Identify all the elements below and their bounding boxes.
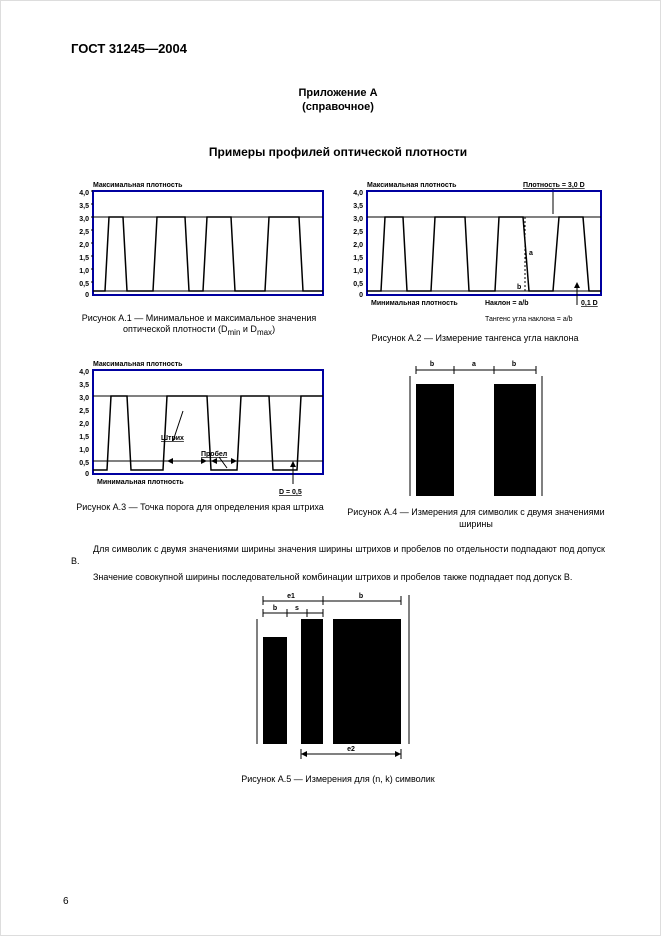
chart-a4-svg: b a b (376, 356, 576, 501)
svg-text:3,0: 3,0 (353, 216, 363, 223)
svg-text:a: a (472, 361, 476, 368)
a1-profile (93, 217, 323, 291)
svg-text:1,5: 1,5 (353, 255, 363, 262)
paragraph-1: Для символик с двумя значениями ширины з… (71, 543, 605, 567)
svg-text:b: b (273, 605, 277, 612)
svg-text:3,5: 3,5 (79, 382, 89, 389)
svg-text:b: b (512, 361, 516, 368)
a2-tangent-note: Тангенс угла наклона = a/b (485, 316, 573, 323)
svg-text:3,5: 3,5 (79, 203, 89, 210)
a3-caption: Рисунок А.3 — Точка порога для определен… (71, 502, 329, 514)
a3-profile (93, 396, 323, 470)
svg-text:3,0: 3,0 (79, 395, 89, 402)
svg-text:b: b (359, 593, 363, 600)
svg-text:1,5: 1,5 (79, 434, 89, 441)
page: ГОСТ 31245—2004 Приложение А (справочное… (0, 0, 661, 936)
a2-caption: Рисунок А.2 — Измерение тангенса угла на… (345, 333, 605, 345)
a3-probel: Пробел (201, 450, 227, 458)
svg-text:2,5: 2,5 (79, 229, 89, 236)
svg-text:2,0: 2,0 (353, 242, 363, 249)
figure-a5: e1 b b s e2 (71, 589, 605, 764)
row-2: Максимальная плотность 4,0 3,5 3,0 2,5 2… (71, 356, 605, 530)
a2-yticks: 4,0 3,5 3,0 2,5 2,0 1,5 1,0 0,5 0 (353, 190, 363, 299)
svg-text:0: 0 (85, 471, 89, 478)
a2-a-label: a (529, 250, 533, 257)
a2-profile (367, 217, 601, 291)
a2-frame (367, 191, 601, 295)
chart-a2-svg: Максимальная плотность Плотность = 3,0 D… (345, 177, 605, 327)
figure-a2: Максимальная плотность Плотность = 3,0 D… (345, 177, 605, 345)
a4-bar2 (494, 384, 536, 496)
a4-bar1 (416, 384, 454, 496)
svg-text:0,5: 0,5 (79, 281, 89, 288)
svg-text:s: s (295, 605, 299, 612)
appendix-heading: Приложение А (справочное) (71, 86, 605, 115)
a2-01d-label: 0,1 D (581, 300, 598, 307)
svg-text:3,5: 3,5 (353, 203, 363, 210)
gost-header: ГОСТ 31245—2004 (71, 41, 605, 56)
appendix-line1: Приложение А (298, 87, 377, 99)
a2-min-label: Минимальная плотность (371, 300, 458, 307)
section-title: Примеры профилей оптической плотности (71, 145, 605, 159)
svg-text:0: 0 (85, 292, 89, 299)
a5-bar2 (301, 619, 323, 744)
svg-text:0,5: 0,5 (353, 281, 363, 288)
svg-text:1,0: 1,0 (79, 268, 89, 275)
svg-text:0: 0 (359, 292, 363, 299)
chart-a3-svg: Максимальная плотность 4,0 3,5 3,0 2,5 2… (71, 356, 326, 496)
figure-a3: Максимальная плотность 4,0 3,5 3,0 2,5 2… (71, 356, 329, 530)
a3-shtrih: Штрих (161, 435, 184, 442)
svg-text:4,0: 4,0 (353, 190, 363, 197)
row-1: Максимальная плотность 4,0 3,5 3,0 2,5 2… (71, 177, 605, 345)
svg-text:2,5: 2,5 (79, 408, 89, 415)
a1-frame (93, 191, 323, 295)
a4-caption: Рисунок А.4 — Измерения для символик с д… (347, 507, 605, 530)
a2-slope-label: Наклон = a/b (485, 300, 529, 307)
a3-min-label: Минимальная плотность (97, 479, 184, 486)
figure-a4: b a b Рисунок А.4 — Измерения для символ… (347, 356, 605, 530)
svg-text:e2: e2 (347, 746, 355, 753)
svg-text:3,0: 3,0 (79, 216, 89, 223)
paragraph-2: Значение совокупной ширины последователь… (71, 571, 605, 583)
a1-max-label: Максимальная плотность (93, 182, 183, 189)
svg-text:2,0: 2,0 (79, 421, 89, 428)
svg-text:1,5: 1,5 (79, 255, 89, 262)
chart-a1-svg: Максимальная плотность 4,0 3,5 3,0 2,5 2… (71, 177, 326, 307)
appendix-line2: (справочное) (302, 101, 374, 113)
svg-text:4,0: 4,0 (79, 190, 89, 197)
a1-yticks: 4,0 3,5 3,0 2,5 2,0 1,5 1,0 0,5 0 (79, 190, 93, 299)
svg-text:2,0: 2,0 (79, 242, 89, 249)
svg-text:e1: e1 (287, 593, 295, 600)
chart-a5-svg: e1 b b s e2 (233, 589, 443, 764)
a2-max-label: Максимальная плотность (367, 182, 457, 189)
page-number: 6 (63, 896, 69, 907)
svg-text:2,5: 2,5 (353, 229, 363, 236)
a3-d05: D = 0,5 (279, 489, 302, 496)
figure-a1: Максимальная плотность 4,0 3,5 3,0 2,5 2… (71, 177, 327, 345)
svg-text:4,0: 4,0 (79, 369, 89, 376)
svg-text:b: b (430, 361, 434, 368)
svg-text:1,0: 1,0 (79, 447, 89, 454)
a3-yticks: 4,0 3,5 3,0 2,5 2,0 1,5 1,0 0,5 0 (79, 369, 89, 478)
a5-bar3 (333, 619, 401, 744)
a5-caption: Рисунок А.5 — Измерения для (n, k) симво… (71, 774, 605, 786)
a2-b-label: b (517, 284, 521, 291)
svg-text:1,0: 1,0 (353, 268, 363, 275)
svg-text:0,5: 0,5 (79, 460, 89, 467)
a3-max-label: Максимальная плотность (93, 361, 183, 368)
a1-caption: Рисунок А.1 — Минимальное и максимальное… (71, 313, 327, 339)
a5-bar1 (263, 637, 287, 744)
a2-density-label: Плотность = 3,0 D (523, 182, 585, 189)
